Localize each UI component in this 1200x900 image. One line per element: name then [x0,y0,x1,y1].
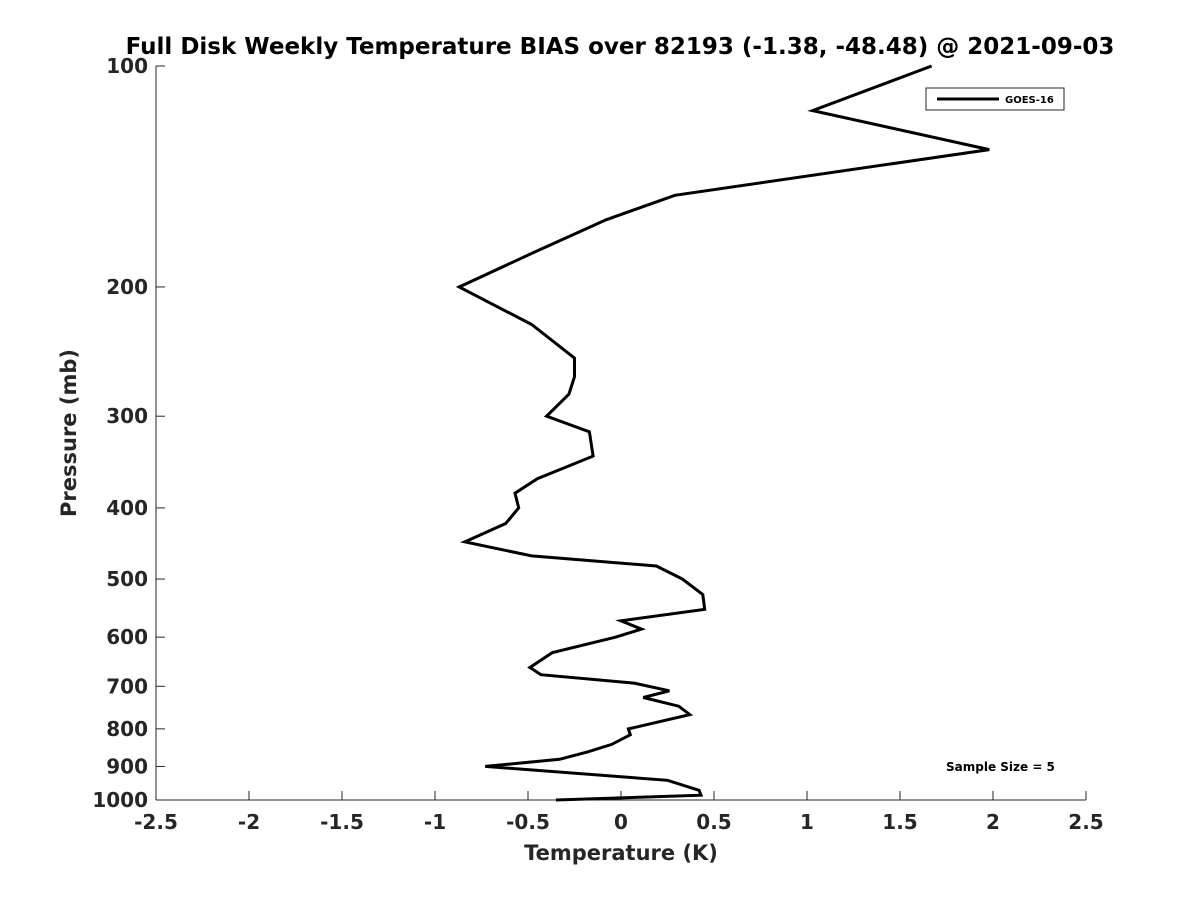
y-tick-label: 900 [106,754,148,778]
x-tick-label: 2 [986,810,1000,834]
x-tick-label: -1.5 [320,810,364,834]
series-line-goes-16 [455,64,990,802]
x-ticks: -2.5 -2 -1.5 -1 -0.5 0 0.5 1 1.5 2 2.5 [134,791,1104,834]
y-tick-label: 700 [106,674,148,698]
x-tick-label: -2.5 [134,810,178,834]
y-tick-label: 200 [106,275,148,299]
x-axis-label: Temperature (K) [524,841,718,865]
y-tick-label: 100 [106,54,148,78]
x-tick-label: 1.5 [882,810,917,834]
y-axis-label: Pressure (mb) [57,349,81,517]
legend: GOES-16 [925,87,1065,111]
y-tick-label: 400 [106,496,148,520]
y-tick-label: 1000 [92,788,148,812]
y-tick-label: 300 [106,404,148,428]
y-ticks: 100 200 300 400 500 600 700 800 900 1000 [92,54,165,812]
x-tick-label: 0 [614,810,628,834]
y-tick-label: 600 [106,625,148,649]
y-tick-label: 500 [106,567,148,591]
x-tick-label: -1 [424,810,446,834]
y-tick-label: 800 [106,717,148,741]
chart-title: Full Disk Weekly Temperature BIAS over 8… [126,34,1115,60]
x-tick-label: -2 [238,810,260,834]
x-tick-label: 1 [800,810,814,834]
sample-size-annotation: Sample Size = 5 [946,760,1055,774]
x-tick-label: -0.5 [506,810,550,834]
x-tick-label: 0.5 [696,810,731,834]
x-tick-label: 2.5 [1068,810,1103,834]
series-layer [455,64,990,802]
legend-label-goes-16: GOES-16 [1005,95,1054,106]
